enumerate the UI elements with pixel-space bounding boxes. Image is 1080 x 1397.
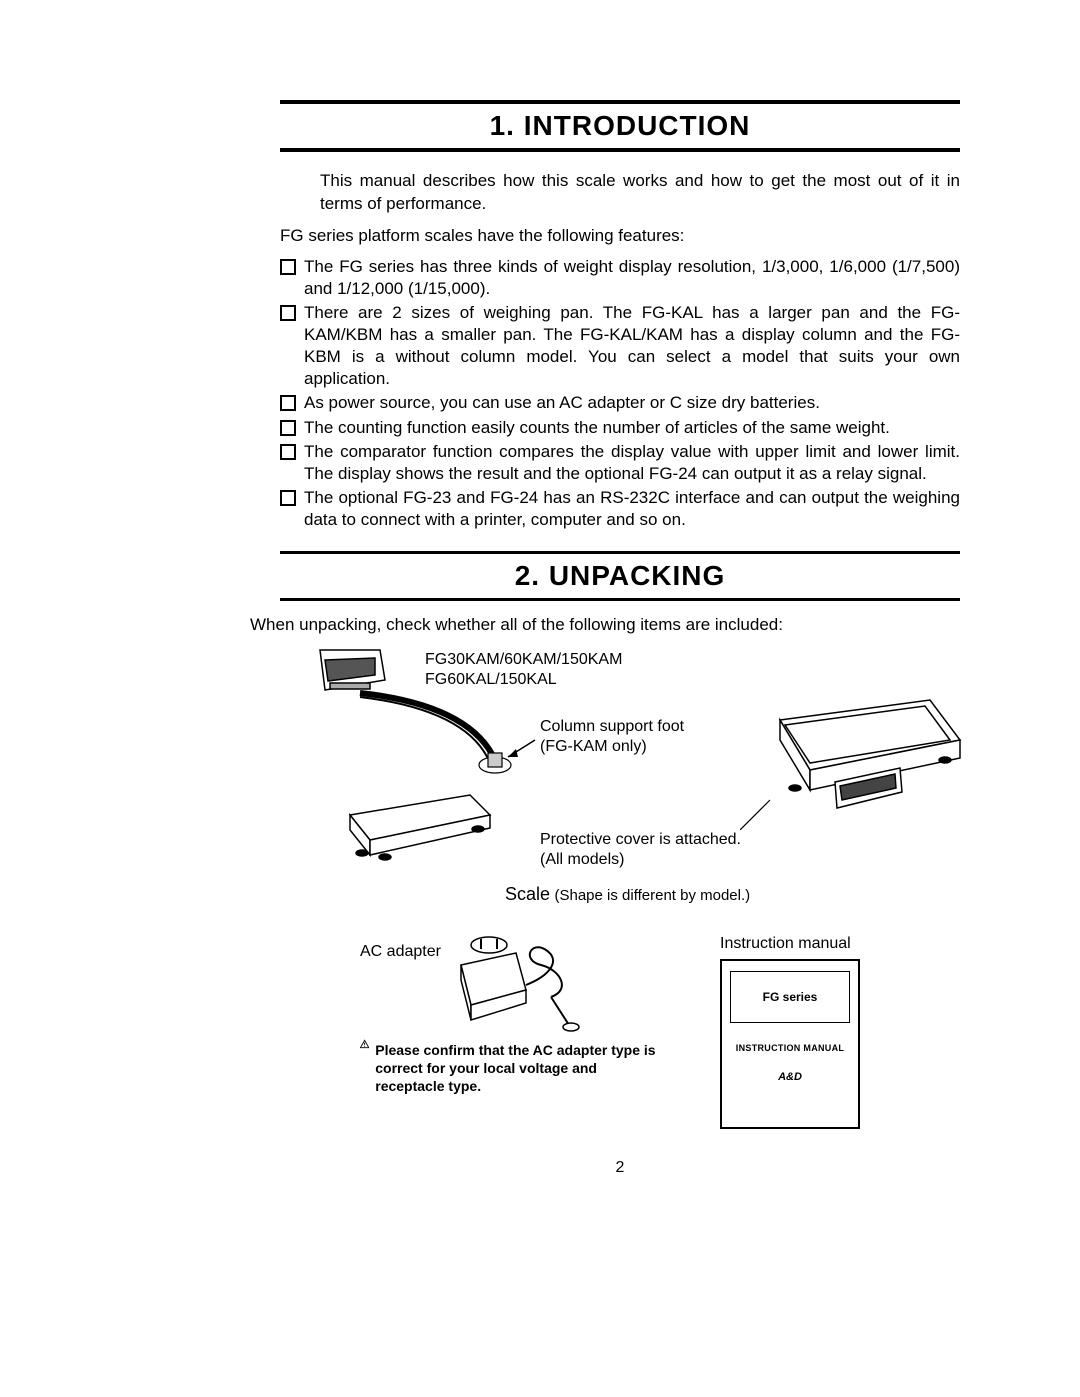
feature-text: The comparator function compares the dis… xyxy=(304,441,960,485)
scale-l1: Scale xyxy=(505,884,550,904)
page-number: 2 xyxy=(280,1159,960,1177)
manual-series: FG series xyxy=(730,971,850,1023)
scale-l2: (Shape is different by model.) xyxy=(554,887,750,904)
feature-item: The optional FG-23 and FG-24 has an RS-2… xyxy=(280,487,960,531)
column-foot-l1: Column support foot xyxy=(540,717,684,737)
manual-block: Instruction manual FG series INSTRUCTION… xyxy=(720,935,860,1129)
feature-text: There are 2 sizes of weighing pan. The F… xyxy=(304,302,960,390)
column-foot-label: Column support foot (FG-KAM only) xyxy=(540,717,684,757)
cover-label: Protective cover is attached. (All model… xyxy=(540,830,741,870)
feature-text: The FG series has three kinds of weight … xyxy=(304,256,960,300)
bullet-box-icon xyxy=(280,395,296,411)
cover-l1: Protective cover is attached. xyxy=(540,830,741,850)
models-line2: FG60KAL/150KAL xyxy=(425,670,622,690)
ac-adapter-block: AC adapter xyxy=(360,935,660,1096)
models-label: FG30KAM/60KAM/150KAM FG60KAL/150KAL xyxy=(425,650,622,690)
scale-flat-illustration xyxy=(740,690,970,830)
intro-block: This manual describes how this scale wor… xyxy=(280,170,960,216)
bullet-box-icon xyxy=(280,305,296,321)
feature-item: There are 2 sizes of weighing pan. The F… xyxy=(280,302,960,390)
manual-text: INSTRUCTION MANUAL xyxy=(730,1043,850,1053)
manual-box-illustration: FG series INSTRUCTION MANUAL A&D xyxy=(720,959,860,1129)
unpack-figure: FG30KAM/60KAM/150KAM FG60KAL/150KAL Colu… xyxy=(290,645,970,915)
rule-bottom-1 xyxy=(280,148,960,152)
rule-top-2 xyxy=(280,551,960,554)
section1-title: 1. INTRODUCTION xyxy=(280,110,960,142)
features-lead: FG series platform scales have the follo… xyxy=(280,226,960,246)
ac-adapter-label: AC adapter xyxy=(360,935,441,961)
section2-title: 2. UNPACKING xyxy=(280,560,960,592)
bullet-box-icon xyxy=(280,420,296,436)
cover-l2: (All models) xyxy=(540,850,741,870)
feature-text: The optional FG-23 and FG-24 has an RS-2… xyxy=(304,487,960,531)
rule-top-1 xyxy=(280,100,960,104)
bullet-box-icon xyxy=(280,259,296,275)
ac-adapter-illustration xyxy=(451,935,581,1035)
warning-icon xyxy=(360,1035,369,1053)
page: 1. INTRODUCTION This manual describes ho… xyxy=(0,0,1080,1397)
unpack-lead: When unpacking, check whether all of the… xyxy=(250,615,960,635)
feature-item: The counting function easily counts the … xyxy=(280,417,960,439)
scale-label: Scale (Shape is different by model.) xyxy=(505,883,750,906)
feature-item: The comparator function compares the dis… xyxy=(280,441,960,485)
manual-title: Instruction manual xyxy=(720,935,860,953)
feature-item: As power source, you can use an AC adapt… xyxy=(280,392,960,414)
feature-list: The FG series has three kinds of weight … xyxy=(280,256,960,531)
manual-logo: A&D xyxy=(730,1071,850,1083)
bottom-row: AC adapter xyxy=(280,935,960,1129)
feature-text: As power source, you can use an AC adapt… xyxy=(304,392,960,414)
feature-text: The counting function easily counts the … xyxy=(304,417,960,439)
ac-warning-text: Please confirm that the AC adapter type … xyxy=(375,1041,660,1096)
intro-paragraph: This manual describes how this scale wor… xyxy=(320,170,960,216)
bullet-box-icon xyxy=(280,444,296,460)
column-foot-l2: (FG-KAM only) xyxy=(540,737,684,757)
rule-bottom-2 xyxy=(280,598,960,601)
feature-item: The FG series has three kinds of weight … xyxy=(280,256,960,300)
bullet-box-icon xyxy=(280,490,296,506)
models-line1: FG30KAM/60KAM/150KAM xyxy=(425,650,622,670)
